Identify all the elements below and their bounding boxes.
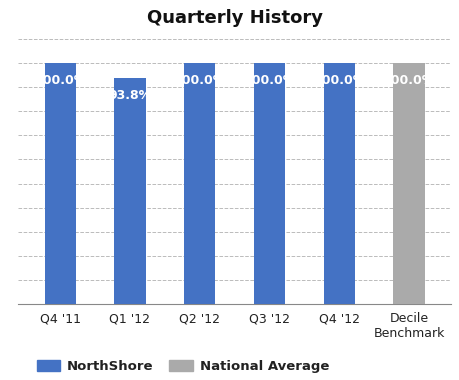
Bar <box>45 63 76 304</box>
Text: 100.0%: 100.0% <box>382 74 434 87</box>
Text: 100.0%: 100.0% <box>313 74 364 87</box>
Title: Quarterly History: Quarterly History <box>146 9 322 27</box>
Text: 100.0%: 100.0% <box>173 74 225 87</box>
Legend: NorthShore, National Average: NorthShore, National Average <box>31 355 334 378</box>
Bar <box>184 63 215 304</box>
Text: 93.8%: 93.8% <box>108 89 151 102</box>
Bar <box>323 63 354 304</box>
Bar <box>392 63 424 304</box>
Bar <box>253 63 285 304</box>
Text: 100.0%: 100.0% <box>34 74 86 87</box>
Text: 100.0%: 100.0% <box>243 74 295 87</box>
Bar <box>114 78 146 304</box>
